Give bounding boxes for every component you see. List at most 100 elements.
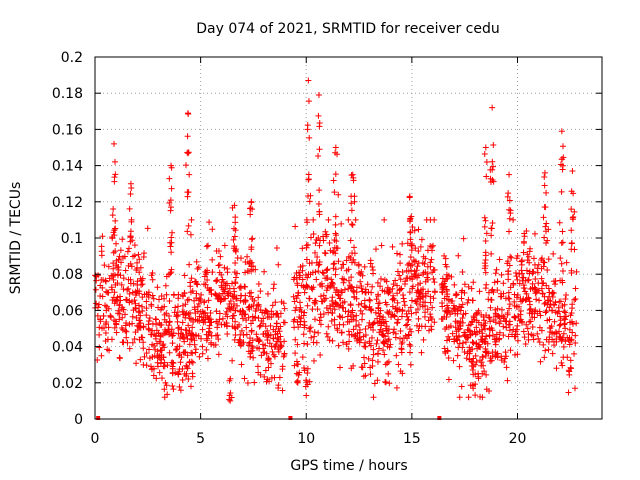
data-point (273, 320, 280, 327)
data-point (149, 320, 156, 327)
data-point (570, 190, 577, 197)
data-point (333, 286, 340, 293)
data-point (457, 322, 464, 329)
data-point (498, 357, 505, 364)
data-point (404, 313, 411, 320)
data-point (353, 284, 360, 291)
data-point (299, 245, 306, 252)
data-point (247, 211, 254, 218)
data-point (228, 280, 235, 287)
data-point (166, 175, 173, 182)
data-point (232, 227, 239, 234)
data-point (415, 260, 422, 267)
data-point (242, 283, 249, 290)
data-point (181, 370, 188, 377)
data-point (403, 322, 410, 329)
data-point (379, 331, 386, 338)
data-point (152, 346, 159, 353)
data-point (467, 331, 474, 338)
data-point (370, 394, 377, 401)
data-point (376, 345, 383, 352)
data-point (337, 295, 344, 302)
data-point (350, 174, 357, 181)
data-point (543, 220, 550, 227)
data-point (544, 237, 551, 244)
data-point (557, 321, 564, 328)
data-point (270, 326, 277, 333)
data-point (237, 342, 244, 349)
data-point (557, 333, 564, 340)
data-point (154, 354, 161, 361)
data-point (500, 332, 507, 339)
data-point (250, 354, 257, 361)
data-point (551, 301, 558, 308)
data-point (306, 325, 313, 332)
data-point (380, 338, 387, 345)
data-point (161, 386, 168, 393)
data-point (317, 321, 324, 328)
data-point (153, 375, 160, 382)
data-point (498, 353, 505, 360)
data-point (514, 331, 521, 338)
data-point (214, 320, 221, 327)
data-point (540, 279, 547, 286)
data-point (445, 355, 452, 362)
data-point (540, 214, 547, 221)
data-point (245, 314, 252, 321)
data-point (199, 343, 206, 350)
data-point (522, 340, 529, 347)
data-point (524, 251, 531, 258)
data-point (335, 258, 342, 265)
data-point (270, 285, 277, 292)
data-point (484, 340, 491, 347)
data-point (316, 208, 323, 215)
data-point (276, 374, 283, 381)
data-point (375, 291, 382, 298)
data-point (232, 219, 239, 226)
data-point (332, 149, 339, 156)
data-point (268, 308, 275, 315)
data-point (477, 336, 484, 343)
data-point (113, 329, 120, 336)
data-point (502, 349, 509, 356)
data-point (209, 226, 216, 233)
data-point (338, 329, 345, 336)
data-point (140, 339, 147, 346)
data-point (408, 297, 415, 304)
data-point (249, 317, 256, 324)
data-point (135, 302, 142, 309)
data-point (504, 258, 511, 265)
data-point (340, 261, 347, 268)
data-point (213, 308, 220, 315)
data-point (236, 321, 243, 328)
data-point (541, 300, 548, 307)
data-point (248, 293, 254, 300)
data-point (475, 319, 482, 326)
data-point (531, 230, 538, 237)
data-point (559, 239, 566, 246)
data-point (525, 330, 532, 337)
data-point (403, 310, 410, 317)
data-point (105, 324, 112, 331)
data-point (231, 324, 238, 331)
data-point (348, 221, 355, 228)
data-point (301, 318, 308, 325)
data-point (230, 236, 237, 243)
data-point (184, 133, 191, 140)
data-point (238, 311, 245, 318)
data-point (558, 240, 565, 247)
data-point (374, 337, 381, 344)
data-point (472, 371, 479, 378)
data-point (231, 336, 238, 343)
data-point (134, 282, 141, 289)
data-point (563, 259, 570, 266)
data-point (279, 387, 286, 394)
data-point (143, 305, 150, 312)
data-point (456, 340, 463, 347)
data-point (476, 288, 483, 295)
data-point (358, 282, 365, 289)
data-point (323, 304, 330, 311)
data-point (199, 326, 206, 333)
data-point (315, 262, 322, 269)
data-point (568, 267, 575, 274)
